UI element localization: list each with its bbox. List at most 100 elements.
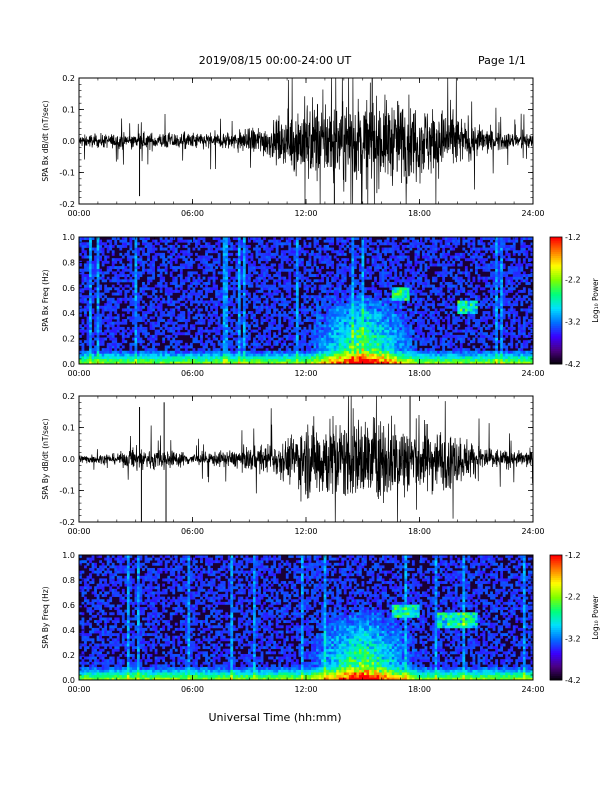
spectrogram-cell [353,340,357,344]
spectrogram-cell [242,342,246,346]
spectrogram-cell [444,239,448,243]
spectrogram-cell [94,319,97,322]
spectrogram-cell [99,324,102,328]
spectrogram-cell [429,342,433,346]
spectrogram-cell [326,319,329,322]
spectrogram-cell [134,252,138,256]
spectrogram-cell [212,329,216,333]
spectrogram-cell [316,247,319,251]
spectrogram-cell [321,358,324,362]
spectrogram-cell [142,287,145,291]
spectrogram-cell [424,361,428,365]
spectrogram-cell [240,356,244,360]
spectrogram-cell [401,287,405,291]
spectrogram-cell [293,329,297,333]
spectrogram-cell [187,311,191,315]
spectrogram-cell [386,353,390,357]
spectrogram-cell [242,266,246,270]
spectrogram-cell [169,303,173,307]
spectrogram-cell [434,247,438,251]
spectrogram-cell [273,268,277,272]
spectrogram-cell [424,356,428,360]
spectrogram-cell [129,358,133,362]
panels: 00:00 06:00 12:00 18:00 24:000.20.10.0-0.1-0… [41,74,600,694]
spectrogram-cell [399,297,403,301]
spectrogram-cell [333,334,337,338]
spectrogram-cell [242,350,246,354]
spectrogram-cell [159,300,163,304]
spectrogram-cell [341,274,345,277]
spectrogram-cell [389,242,393,246]
spectrogram-cell [300,305,304,309]
spectrogram-cell [182,258,186,262]
spectrogram-cell [391,289,395,293]
spectrogram-cell [323,329,327,333]
spectrogram-cell [406,340,410,344]
spectrogram-cell [391,276,395,280]
spectrogram-cell [381,326,385,330]
spectrogram-cell [192,292,196,296]
spectrogram-cell [247,263,251,267]
spectrogram-cell [381,250,385,254]
spectrogram-cell [343,332,347,336]
spectrogram-cell [202,260,206,264]
spectrogram-cell [270,324,274,328]
spectrogram-cell [338,337,342,341]
spectrogram-cell [230,252,234,256]
spectrogram-cell [179,332,183,336]
spectrogram-cell [321,334,324,338]
spectrogram-cell [439,252,443,256]
spectrogram-cell [295,350,299,354]
spectrogram-cell [265,303,269,307]
spectrogram-cell [353,274,357,277]
spectrogram-cell [247,334,251,338]
spectrogram-cell [300,340,304,344]
spectrogram-cell [245,247,249,251]
spectrogram-cell [174,300,178,304]
spectrogram-cell [427,250,430,254]
spectrogram-cell [184,358,188,362]
spectrogram-cell [197,255,201,259]
spectrogram-cell [225,266,229,270]
spectrogram-cell [99,337,102,341]
spectrogram-cell [162,297,166,301]
spectrogram-cell [189,353,193,357]
spectrogram-cell [379,295,382,299]
spectrogram-cell [200,244,203,248]
spectrogram-cell [205,258,208,262]
spectrogram-cell [288,287,292,291]
spectrogram-cell [338,321,342,325]
spectrogram-cell [409,268,413,272]
spectrogram-cell [394,361,398,365]
spectrogram-cell [414,289,418,293]
spectrogram-cell [104,316,108,320]
spectrogram-cell [394,266,398,270]
spectrogram-cell [159,239,163,243]
spectrogram-cell [331,334,335,338]
spectrogram-cell [285,289,289,293]
spectrogram-cell [353,311,357,315]
spectrogram-cell [142,361,145,365]
spectrogram-cell [222,308,226,312]
spectrogram-cell [99,356,102,360]
spectrogram-cell [447,332,451,336]
spectrogram-cell [159,313,163,317]
spectrogram-cell [139,308,143,312]
spectrogram-cell [232,308,236,312]
spectrogram-cell [409,334,413,338]
spectrogram-cell [182,281,186,285]
spectrogram-cell [303,350,307,354]
spectrogram-cell [222,334,226,338]
spectrogram-cell [356,358,360,362]
spectrogram-cell [288,326,292,330]
spectrogram-cell [119,289,123,293]
spectrogram-cell [338,358,342,362]
spectrogram-cell [225,276,229,280]
spectrogram-cell [434,289,438,293]
spectrogram-cell [265,361,269,365]
spectrogram-cell [351,340,355,344]
spectrogram-cell [227,334,231,338]
spectrogram-cell [245,276,249,280]
signal-trace [78,77,534,205]
spectrogram-cell [152,348,155,352]
